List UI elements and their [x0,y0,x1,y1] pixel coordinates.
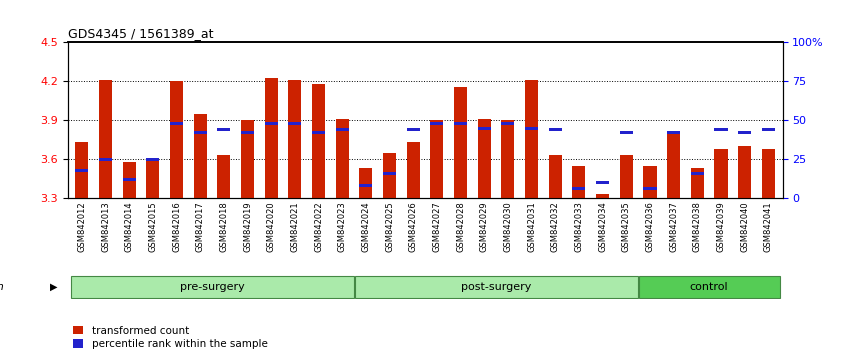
Bar [573,188,585,190]
Bar [644,166,656,198]
Bar [596,194,609,198]
Bar [431,122,443,125]
Bar [715,128,728,131]
Bar [194,131,206,134]
Bar [312,84,325,198]
FancyBboxPatch shape [70,276,354,298]
FancyBboxPatch shape [354,276,638,298]
Bar [573,166,585,198]
Bar [549,155,562,198]
Bar [194,114,206,198]
Bar [336,128,349,131]
Bar [454,87,467,198]
Bar [431,120,443,198]
Bar [525,80,538,198]
Bar [502,120,514,198]
Bar [75,169,88,172]
Bar [739,146,751,198]
FancyBboxPatch shape [639,276,780,298]
Bar [478,119,491,198]
Bar [762,128,775,131]
Bar [217,155,230,198]
Bar [620,131,633,134]
Bar [407,128,420,131]
Bar [667,131,680,134]
Bar [644,188,656,190]
Bar [360,169,372,198]
Bar [549,128,562,131]
Legend: transformed count, percentile rank within the sample: transformed count, percentile rank withi… [73,326,267,349]
Bar [99,158,112,161]
Bar [288,80,301,198]
Bar [502,122,514,125]
Bar [383,172,396,175]
Text: GDS4345 / 1561389_at: GDS4345 / 1561389_at [68,27,213,40]
Bar [265,122,277,125]
Bar [739,131,751,134]
Bar [123,178,135,181]
Bar [170,122,183,125]
Bar [596,181,609,184]
Bar [691,169,704,198]
Bar [360,184,372,187]
Bar [525,127,538,130]
Bar [146,158,159,161]
Text: specimen: specimen [0,282,4,292]
Bar [217,128,230,131]
Bar [478,127,491,130]
Bar [288,122,301,125]
Bar [454,122,467,125]
Bar [312,131,325,134]
Bar [667,131,680,198]
Bar [75,142,88,198]
Bar [762,149,775,198]
Bar [170,81,183,198]
Bar [407,142,420,198]
Text: pre-surgery: pre-surgery [179,282,244,292]
Bar [715,149,728,198]
Text: post-surgery: post-surgery [461,282,531,292]
Text: ▶: ▶ [50,282,58,292]
Bar [123,162,135,198]
Bar [383,153,396,198]
Bar [146,159,159,198]
Bar [691,172,704,175]
Bar [241,120,254,198]
Bar [99,80,112,198]
Text: control: control [689,282,728,292]
Bar [336,119,349,198]
Bar [265,78,277,198]
Bar [620,155,633,198]
Bar [241,131,254,134]
